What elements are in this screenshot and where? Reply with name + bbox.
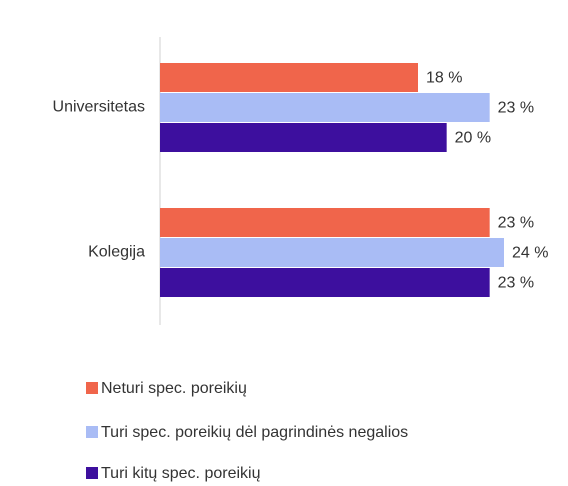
value-label: 23 %: [498, 100, 534, 117]
legend-swatch: [86, 382, 98, 394]
value-label: 23 %: [498, 275, 534, 292]
legend-label: Neturi spec. poreikių: [101, 380, 247, 397]
value-label: 23 %: [498, 215, 534, 232]
bar: [160, 208, 490, 237]
category-label: Kolegija: [88, 244, 145, 261]
value-label: 20 %: [455, 130, 491, 147]
value-label: 24 %: [512, 245, 548, 262]
bar: [160, 238, 504, 267]
legend-swatch: [86, 426, 98, 438]
value-label: 18 %: [426, 70, 462, 87]
category-label: Universitetas: [53, 99, 145, 116]
legend-swatch: [86, 467, 98, 479]
legend-label: Turi spec. poreikių dėl pagrindinės nega…: [101, 424, 408, 441]
bar: [160, 123, 447, 152]
bar: [160, 93, 490, 122]
legend-label: Turi kitų spec. poreikių: [101, 465, 261, 482]
bar: [160, 63, 418, 92]
bar: [160, 268, 490, 297]
